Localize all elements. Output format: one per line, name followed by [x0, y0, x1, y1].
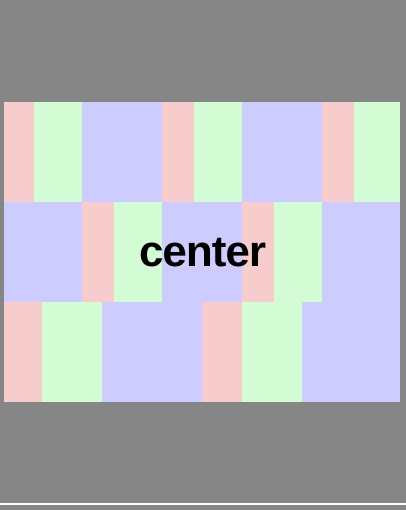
row2-green-2 — [274, 202, 322, 302]
row3-pink-2 — [202, 302, 242, 402]
row3-blue-1 — [102, 302, 202, 402]
row3-green-2 — [242, 302, 302, 402]
row3-green-1 — [42, 302, 102, 402]
row1-green-2 — [194, 102, 242, 202]
row1-green-1 — [34, 102, 82, 202]
gray-bottom-strip — [0, 505, 406, 510]
row2-blue-3 — [322, 202, 400, 302]
row3-blue-2 — [302, 302, 400, 402]
row1-blue-2 — [242, 102, 322, 202]
row2-blue-1 — [4, 202, 82, 302]
row1-pink-2 — [162, 102, 194, 202]
row1-pink-3 — [322, 102, 354, 202]
row2-pink-1 — [82, 202, 114, 302]
row1-blue-1 — [82, 102, 162, 202]
row2-green-1 — [114, 202, 162, 302]
row3-pink-1 — [4, 302, 42, 402]
color-grid-panel: center — [4, 102, 400, 402]
row1-green-3 — [354, 102, 400, 202]
row1-pink-1 — [4, 102, 34, 202]
row2-pink-2 — [242, 202, 274, 302]
row2-blue-2 — [162, 202, 242, 302]
